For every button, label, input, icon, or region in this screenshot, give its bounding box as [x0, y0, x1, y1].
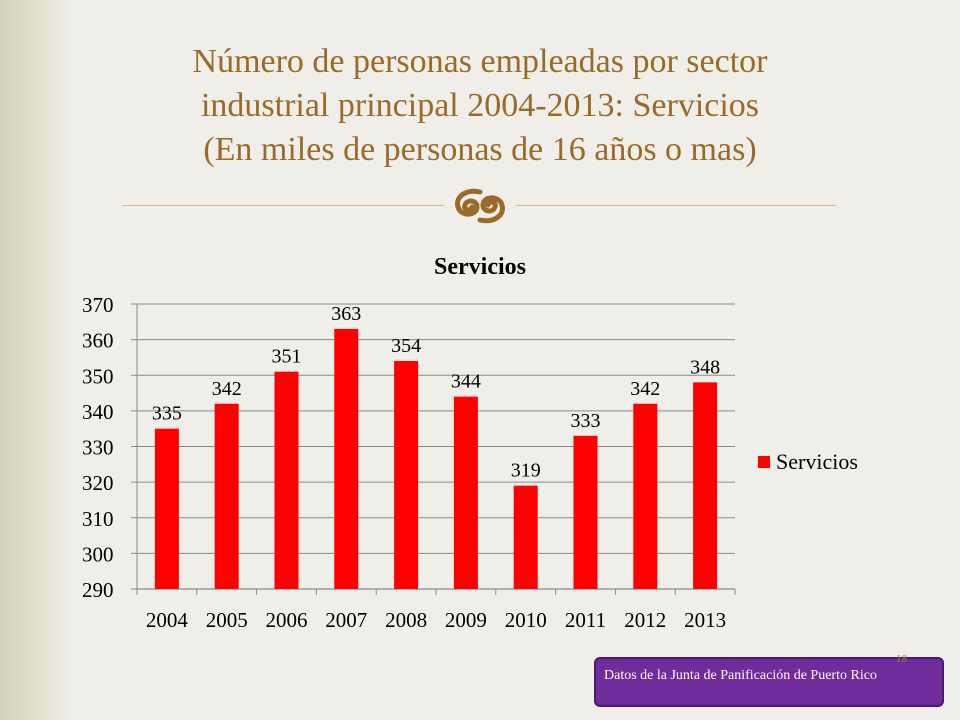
x-tick-label-2013: 2013 — [684, 608, 726, 632]
slide-title-line-1: Número de personas empleadas por sector — [192, 43, 768, 80]
x-tick-label-2012: 2012 — [624, 608, 666, 632]
data-label-2013: 348 — [690, 356, 720, 378]
data-label-2012: 342 — [630, 378, 660, 400]
legend-swatch-servicios — [758, 456, 770, 468]
data-label-2008: 354 — [391, 335, 421, 357]
data-label-2009: 344 — [451, 371, 481, 393]
y-tick-label-3: 320 — [82, 471, 114, 495]
bar-2012 — [633, 403, 658, 589]
title-divider-left — [122, 205, 444, 206]
data-label-2004: 335 — [152, 403, 182, 425]
data-label-2005: 342 — [212, 378, 242, 400]
x-tick-label-2004: 2004 — [146, 608, 189, 632]
data-label-2006: 351 — [272, 346, 302, 368]
chart-x-axis: 2004 2005 2006 2007 2008 2009 2010 2011 2012 2013 — [136, 589, 736, 632]
chart-bars — [154, 328, 718, 589]
chart-y-axis: 290 300 310 320 330 340 350 360 370 — [82, 293, 114, 602]
bar-2005 — [214, 403, 239, 589]
bar-2013 — [693, 382, 718, 589]
data-label-2011: 333 — [571, 410, 601, 432]
bar-2008 — [394, 361, 419, 589]
x-tick-label-2008: 2008 — [385, 608, 427, 632]
y-tick-label-0: 290 — [82, 578, 114, 602]
source-note-box: Datos de la Junta de Panificación de Pue… — [594, 657, 944, 707]
page-number: 18 — [896, 653, 907, 665]
x-tick-label-2007: 2007 — [325, 608, 367, 632]
y-tick-label-6: 350 — [82, 364, 114, 388]
decorative-side-band — [0, 0, 70, 720]
chart-data-labels: 335 342 351 363 354 344 319 333 342 348 — [152, 303, 720, 482]
bar-2006 — [274, 371, 299, 589]
y-tick-label-1: 300 — [82, 542, 114, 566]
scroll-ornament-icon — [455, 188, 505, 224]
x-tick-label-2010: 2010 — [505, 608, 547, 632]
bar-2011 — [573, 435, 598, 589]
x-tick-label-2011: 2011 — [565, 608, 606, 632]
bar-2010 — [513, 485, 538, 589]
y-tick-label-8: 370 — [82, 293, 114, 317]
bar-2007 — [334, 328, 359, 589]
legend-label-servicios: Servicios — [776, 449, 858, 474]
bar-2009 — [453, 396, 478, 589]
slide-title-line-3: (En miles de personas de 16 años o mas) — [203, 131, 757, 168]
data-label-2010: 319 — [511, 460, 541, 482]
bar-2004 — [154, 428, 179, 589]
y-tick-label-7: 360 — [82, 329, 114, 353]
slide-title: Número de personas empleadas por sector … — [90, 40, 870, 172]
y-tick-label-4: 330 — [82, 436, 114, 460]
x-tick-label-2009: 2009 — [445, 608, 487, 632]
x-tick-label-2006: 2006 — [266, 608, 308, 632]
data-label-2007: 363 — [331, 303, 361, 325]
title-divider-right — [516, 205, 836, 206]
x-tick-label-2005: 2005 — [206, 608, 248, 632]
chart-title: Servicios — [434, 254, 526, 280]
slide-title-line-2: industrial principal 2004-2013: Servicio… — [200, 87, 760, 124]
y-tick-label-2: 310 — [82, 507, 114, 531]
y-tick-label-5: 340 — [82, 400, 114, 424]
chart-legend: Servicios — [758, 449, 858, 474]
source-note: Datos de la Junta de Panificación de Pue… — [604, 668, 877, 683]
